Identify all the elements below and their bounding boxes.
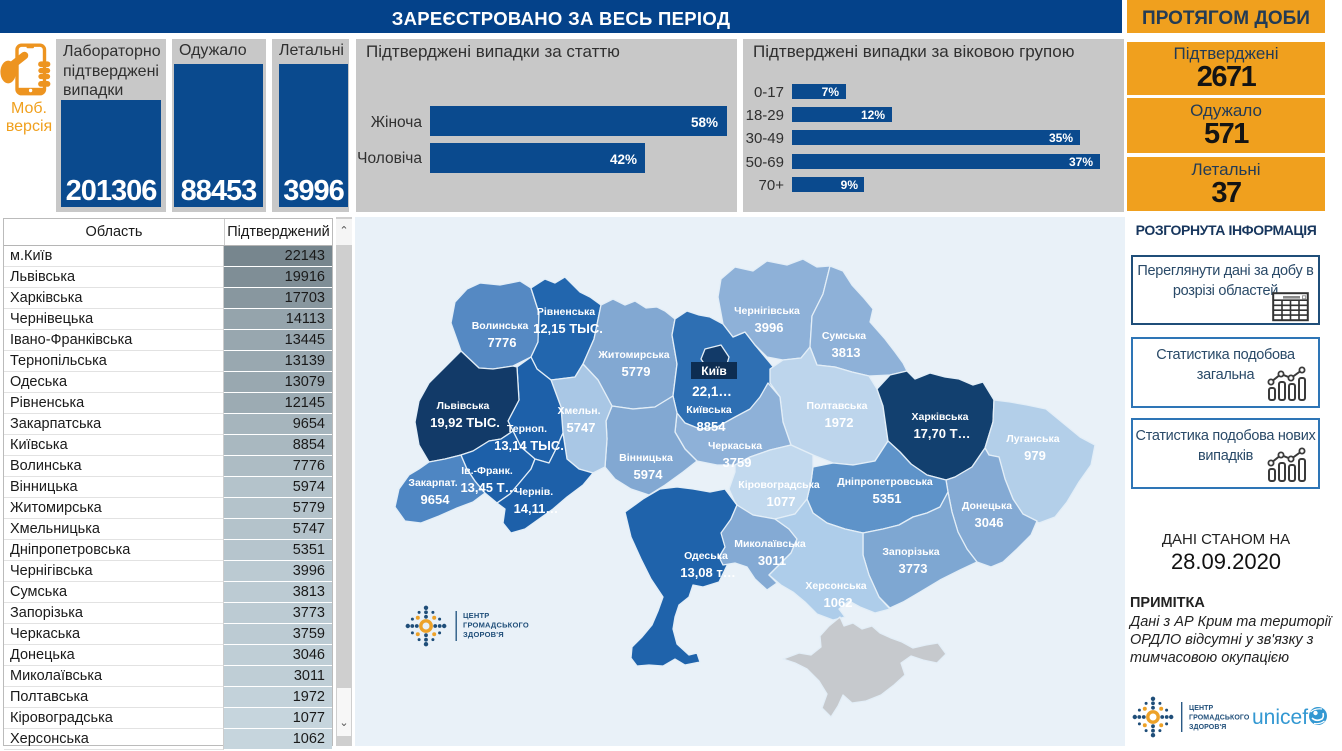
svg-text:Одеська: Одеська — [684, 550, 728, 562]
svg-text:3996: 3996 — [755, 320, 784, 335]
svg-text:ГРОМАДСЬКОГО: ГРОМАДСЬКОГО — [1189, 715, 1250, 722]
svg-text:1062: 1062 — [824, 595, 853, 610]
svg-text:1077: 1077 — [767, 494, 796, 509]
svg-text:unicef: unicef — [1252, 706, 1308, 729]
svg-text:Київська: Київська — [686, 404, 732, 416]
svg-text:19,92 ТЫС.: 19,92 ТЫС. — [430, 415, 500, 430]
svg-text:5351: 5351 — [873, 491, 902, 506]
svg-text:Ів.-Франк.: Ів.-Франк. — [461, 465, 513, 477]
svg-text:Львівська: Львівська — [437, 400, 490, 412]
svg-text:14,11…: 14,11… — [514, 501, 559, 516]
svg-text:Київ: Київ — [701, 364, 726, 378]
svg-text:979: 979 — [1024, 448, 1046, 463]
svg-text:5779: 5779 — [622, 364, 651, 379]
svg-text:7776: 7776 — [488, 335, 517, 350]
svg-text:12,15 ТЫС.: 12,15 ТЫС. — [533, 321, 603, 336]
svg-text:Дніпропетровська: Дніпропетровська — [837, 476, 933, 488]
svg-text:1972: 1972 — [825, 415, 854, 430]
svg-text:Хмельн.: Хмельн. — [558, 405, 601, 417]
svg-text:Чернів.: Чернів. — [515, 486, 553, 498]
svg-text:Житомирська: Житомирська — [597, 349, 669, 361]
svg-text:Волинська: Волинська — [472, 320, 529, 332]
svg-text:ЗДОРОВ'Я: ЗДОРОВ'Я — [1189, 724, 1226, 731]
svg-text:Вінницька: Вінницька — [619, 452, 673, 464]
svg-text:Полтавська: Полтавська — [807, 400, 868, 412]
svg-text:Донецька: Донецька — [962, 500, 1012, 512]
svg-text:3759: 3759 — [723, 455, 752, 470]
svg-text:9654: 9654 — [421, 492, 451, 507]
svg-text:ЗДОРОВ'Я: ЗДОРОВ'Я — [463, 630, 504, 639]
svg-text:3813: 3813 — [832, 345, 861, 360]
svg-text:17,70 Т…: 17,70 Т… — [913, 426, 970, 441]
svg-text:Кіровоградська: Кіровоградська — [738, 479, 820, 491]
svg-text:Черкаська: Черкаська — [708, 440, 762, 452]
svg-text:Рівненська: Рівненська — [537, 306, 595, 318]
svg-text:5974: 5974 — [634, 467, 664, 482]
svg-text:3046: 3046 — [975, 515, 1004, 530]
svg-text:ЦЕНТР: ЦЕНТР — [1189, 705, 1214, 712]
svg-text:13,45 Т…: 13,45 Т… — [460, 480, 517, 495]
svg-text:Чернігівська: Чернігівська — [734, 305, 800, 317]
svg-text:ЦЕНТР: ЦЕНТР — [463, 611, 489, 620]
svg-text:3773: 3773 — [899, 561, 928, 576]
svg-text:Харківська: Харківська — [911, 411, 968, 423]
svg-text:Херсонська: Херсонська — [805, 580, 866, 592]
svg-text:22,1…: 22,1… — [692, 384, 732, 399]
svg-text:Терноп.: Терноп. — [507, 423, 547, 435]
svg-text:5747: 5747 — [567, 420, 596, 435]
svg-text:Сумська: Сумська — [822, 330, 866, 342]
svg-text:3011: 3011 — [758, 553, 786, 568]
svg-text:Луганська: Луганська — [1006, 433, 1059, 445]
svg-text:13,14 ТЫС.: 13,14 ТЫС. — [494, 438, 564, 453]
svg-text:ГРОМАДСЬКОГО: ГРОМАДСЬКОГО — [463, 621, 529, 630]
svg-text:13,08 т…: 13,08 т… — [680, 565, 736, 580]
svg-text:Запорізька: Запорізька — [882, 546, 939, 558]
svg-text:Закарпат.: Закарпат. — [408, 477, 457, 489]
svg-text:8854: 8854 — [697, 419, 727, 434]
svg-text:Миколаївська: Миколаївська — [734, 538, 806, 550]
